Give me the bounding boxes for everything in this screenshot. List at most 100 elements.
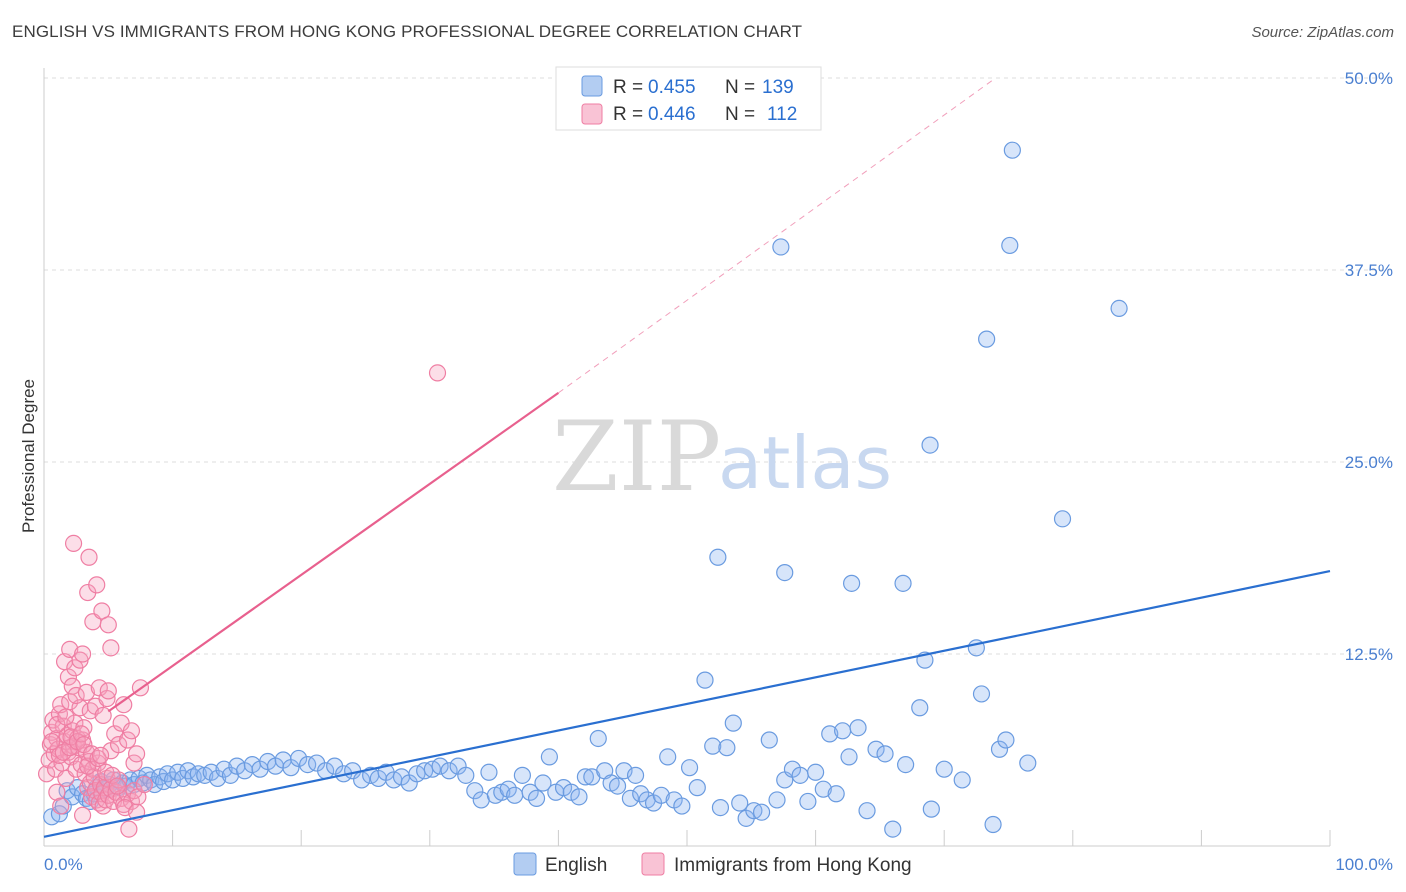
hk-point xyxy=(59,668,78,686)
hk-point xyxy=(109,736,128,754)
english-point xyxy=(659,748,677,766)
hk-point xyxy=(428,364,447,382)
english-point xyxy=(673,797,691,815)
hk-point xyxy=(115,696,133,714)
y-tick-label-2: 37.5% xyxy=(1345,261,1393,280)
bottom-legend: English Immigrants from Hong Kong xyxy=(513,852,912,876)
bottom-legend-english: English xyxy=(545,855,607,876)
english-point xyxy=(688,779,706,797)
bottom-legend-hk: Immigrants from Hong Kong xyxy=(674,855,912,876)
legend-n-label-hk: N = xyxy=(725,104,755,125)
english-point xyxy=(858,802,876,820)
english-point xyxy=(978,330,996,348)
hk-point xyxy=(127,745,146,763)
english-point xyxy=(472,791,490,809)
hk-point xyxy=(118,731,137,749)
english-point xyxy=(215,760,233,778)
hk-point xyxy=(102,639,120,657)
english-point xyxy=(209,769,227,788)
english-point xyxy=(1110,299,1128,317)
english-point xyxy=(570,788,588,806)
hk-trend-extension xyxy=(558,77,996,394)
legend-swatch-hk xyxy=(581,103,603,125)
source-label: Source: ZipAtlas.com xyxy=(1251,24,1394,41)
legend-r-label-english: R = xyxy=(613,77,643,98)
english-point xyxy=(521,783,539,801)
hk-point xyxy=(135,775,153,794)
english-point xyxy=(894,574,912,592)
english-point xyxy=(513,766,531,784)
grid-lines xyxy=(44,77,1394,655)
english-point xyxy=(608,777,627,795)
watermark-zip: ZIP xyxy=(552,401,721,513)
english-point xyxy=(843,574,861,592)
legend-swatch-english xyxy=(581,75,603,97)
hk-point xyxy=(52,797,70,815)
trend-lines xyxy=(43,77,1331,838)
english-point xyxy=(884,820,902,838)
english-point xyxy=(540,748,558,766)
english-point xyxy=(1001,236,1019,255)
chart-title: ENGLISH VS IMMIGRANTS FROM HONG KONG PRO… xyxy=(12,22,803,41)
english-point xyxy=(776,563,794,582)
english-point xyxy=(724,714,742,732)
english-point xyxy=(772,238,790,256)
english-point xyxy=(984,815,1002,834)
legend-r-label-hk: R = xyxy=(613,104,643,125)
english-point xyxy=(711,798,730,817)
english-point xyxy=(897,755,915,774)
hk-point xyxy=(99,682,117,700)
english-point xyxy=(814,780,832,798)
english-point xyxy=(718,739,736,757)
english-point xyxy=(457,766,475,784)
english-point xyxy=(1053,510,1072,528)
legend-r-value-english: 0.455 xyxy=(648,77,696,98)
english-point xyxy=(921,436,939,454)
bottom-legend-swatch-english xyxy=(513,852,537,876)
hk-point xyxy=(72,725,90,743)
english-point xyxy=(911,699,929,717)
english-point xyxy=(876,745,894,763)
bottom-legend-swatch-hk xyxy=(641,852,665,876)
english-point xyxy=(827,785,845,803)
hk-point xyxy=(88,576,106,594)
hk-point xyxy=(64,534,83,553)
english-point xyxy=(626,766,645,784)
english-point xyxy=(202,763,220,781)
hk-point xyxy=(48,783,66,801)
hk-point xyxy=(61,640,79,658)
hk-point xyxy=(73,806,92,824)
legend-n-label-english: N = xyxy=(725,77,755,98)
hk-point xyxy=(80,548,98,566)
english-point xyxy=(534,774,552,792)
english-point xyxy=(63,788,81,806)
hk-point xyxy=(122,722,141,740)
hk-point xyxy=(94,706,112,725)
english-point xyxy=(806,763,825,781)
hk-point xyxy=(73,645,92,663)
series-hk-points xyxy=(37,364,447,838)
english-point xyxy=(652,786,670,804)
english-point xyxy=(1019,754,1037,772)
english-point xyxy=(922,800,940,818)
english-point xyxy=(576,768,595,786)
english-point xyxy=(1003,141,1021,159)
english-point xyxy=(589,729,607,748)
y-tick-label-1: 25.0% xyxy=(1345,453,1393,472)
series-english-points xyxy=(43,89,1128,838)
hk-point xyxy=(99,616,117,634)
english-point xyxy=(768,791,786,809)
english-point xyxy=(849,719,867,737)
english-point xyxy=(972,685,991,703)
legend-n-value-hk: 112 xyxy=(767,104,797,125)
y-tick-labels: 12.5% 25.0% 37.5% 50.0% xyxy=(1345,69,1393,664)
english-point xyxy=(953,771,971,789)
axis-lines xyxy=(43,68,1331,847)
english-point xyxy=(440,762,458,780)
english-point xyxy=(935,760,953,778)
hk-point xyxy=(81,702,99,720)
english-point xyxy=(867,740,885,758)
english-point xyxy=(834,722,852,740)
hk-point xyxy=(93,602,111,620)
